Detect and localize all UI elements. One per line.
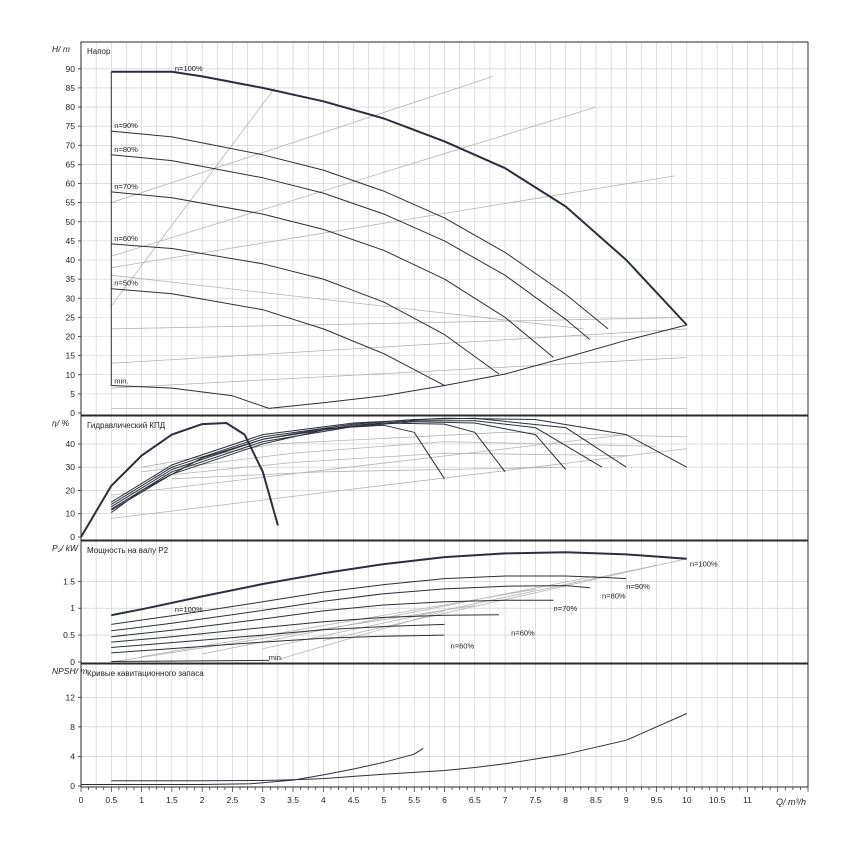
y-tick-label: 45 [66, 236, 76, 246]
x-tick-label: 3 [260, 795, 265, 805]
series-label: n=60% [114, 234, 138, 243]
y-tick-label: 90 [66, 64, 76, 74]
y-tick-label: 70 [66, 140, 76, 150]
x-tick-label: 0 [79, 795, 84, 805]
x-tick-label: 7 [503, 795, 508, 805]
y-axis-label: NPSH/ m [52, 666, 87, 676]
series-line [111, 660, 268, 661]
curve-label: n=80% [602, 592, 626, 601]
y-tick-label: 25 [66, 312, 76, 322]
curve-label: min. [269, 653, 283, 662]
x-tick-label: 8 [563, 795, 568, 805]
x-tick-label: 2 [200, 795, 205, 805]
panel-title: Мощность на валу P2 [87, 546, 169, 555]
x-tick-label: 10 [682, 795, 692, 805]
x-axis-label: Q/ m³/h [776, 797, 806, 807]
x-tick-label: 5.5 [408, 795, 420, 805]
y-tick-label: 1 [70, 603, 75, 613]
series-line [81, 748, 423, 784]
series-label: n=90% [114, 121, 138, 130]
y-tick-label: 0 [70, 408, 75, 418]
x-tick-label: 5 [382, 795, 387, 805]
x-tick-label: 4 [321, 795, 326, 805]
y-tick-label: 75 [66, 121, 76, 131]
series-label: n=80% [114, 145, 138, 154]
curve-label: n=100% [175, 605, 203, 614]
x-tick-label: 6.5 [469, 795, 481, 805]
series-line [269, 325, 687, 408]
y-tick-label: 50 [66, 217, 76, 227]
y-tick-label: 30 [66, 462, 76, 472]
x-tick-label: 1 [139, 795, 144, 805]
series-label: n=70% [114, 182, 138, 191]
panel-title: Напор [87, 47, 111, 56]
x-tick-label: 0.5 [105, 795, 117, 805]
x-tick-label: 8.5 [590, 795, 602, 805]
series-line [81, 423, 278, 537]
x-tick-label: 6 [442, 795, 447, 805]
panel-power: 00.511.5P₂/ kWМощность на валу P2n=100%n… [52, 541, 808, 667]
y-tick-label: 40 [66, 439, 76, 449]
x-tick-label: 9 [624, 795, 629, 805]
series-label: n=100% [175, 64, 203, 73]
y-axis-label: H/ m [52, 44, 70, 54]
y-tick-label: 35 [66, 274, 76, 284]
series-label: n=50% [114, 279, 138, 288]
x-tick-label: 1.5 [166, 795, 178, 805]
y-axis-label: η/ % [52, 418, 69, 428]
series-line [111, 244, 499, 374]
x-tick-label: 3.5 [287, 795, 299, 805]
series-line [111, 386, 268, 409]
curve-label: n=70% [554, 604, 578, 613]
y-axis-label: P₂/ kW [52, 543, 79, 553]
y-tick-label: 0 [70, 532, 75, 542]
curve-label: n=60% [511, 629, 535, 638]
curve-label: n=90% [626, 582, 650, 591]
guide-curve [111, 275, 584, 329]
x-tick-label: 2.5 [227, 795, 239, 805]
x-tick-label: 4.5 [348, 795, 360, 805]
y-tick-label: 0 [70, 781, 75, 791]
y-tick-label: 20 [66, 332, 76, 342]
curve-label: n=60% [451, 642, 475, 651]
panel-title: Гидравлический КПД [87, 421, 166, 430]
y-tick-label: 40 [66, 255, 76, 265]
y-tick-label: 15 [66, 351, 76, 361]
curve-label: n=100% [690, 559, 718, 568]
panel-title: Кривые кавитационного запаса [87, 669, 204, 678]
series-line [111, 131, 608, 329]
y-tick-label: 0.5 [63, 630, 75, 640]
y-tick-label: 12 [66, 692, 76, 702]
y-tick-label: 80 [66, 102, 76, 112]
x-tick-label: 10.5 [709, 795, 726, 805]
y-tick-label: 65 [66, 159, 76, 169]
y-tick-label: 1.5 [63, 576, 75, 586]
panel-head: 0 5 10 15 20 25 30 35 40 45 50 55 60 65 70 75 80 85 90 H/ m… [52, 42, 808, 418]
y-tick-label: 8 [70, 722, 75, 732]
panel-efficiency: 0 10 20 30 40 η/ % Гидравлический КПД [52, 416, 808, 542]
y-tick-label: 20 [66, 485, 76, 495]
y-tick-label: 30 [66, 293, 76, 303]
y-tick-label: 10 [66, 370, 76, 380]
y-tick-label: 4 [70, 751, 75, 761]
y-tick-label: 85 [66, 83, 76, 93]
x-tick-label: 9.5 [651, 795, 663, 805]
series-label: min. [114, 376, 128, 385]
x-tick-label: 11 [743, 795, 752, 805]
y-tick-label: 60 [66, 179, 76, 189]
y-tick-label: 5 [70, 389, 75, 399]
y-tick-label: 10 [66, 509, 76, 519]
y-tick-label: 55 [66, 198, 76, 208]
panel-npsh: 0 4 8 12 NPSH/ mКривые кавитационного запаса [52, 664, 808, 791]
x-tick-label: 7.5 [529, 795, 541, 805]
